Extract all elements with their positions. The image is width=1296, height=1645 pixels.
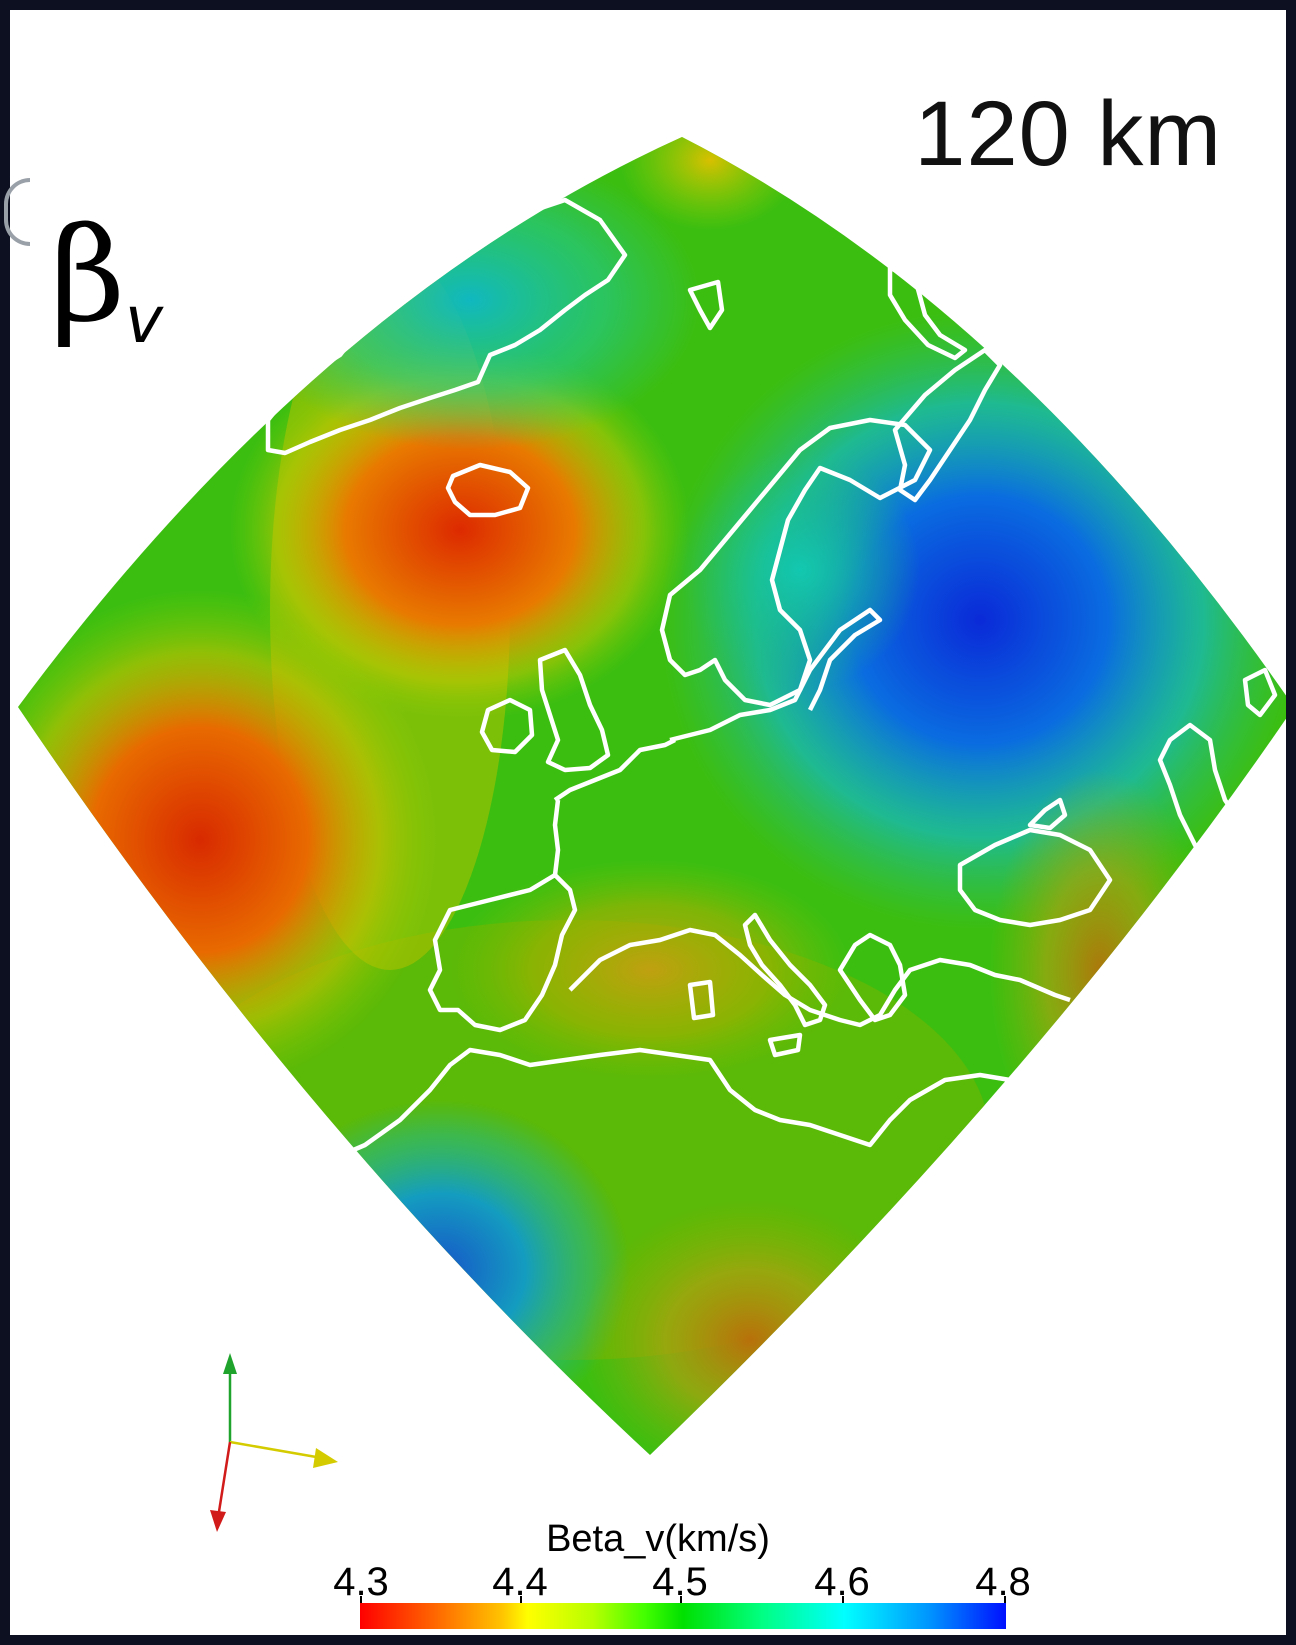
great-britain-outline [537,647,611,773]
sardinia-outline [687,979,716,1021]
black-sea-outline [957,827,1113,928]
orientation-axes [210,1353,338,1532]
down-axis-arrow-icon [210,1510,226,1532]
parameter-symbol: βv [50,210,163,353]
north-africa-coast-outline [298,1047,1076,1187]
colorbar-tick-mark [360,1596,362,1604]
depth-label: 120 km [914,83,1222,185]
aral-lake-outline [1242,667,1278,718]
kola-white-sea-outline [892,347,1003,503]
up-axis-arrow-icon [223,1353,237,1374]
ireland-outline [479,697,535,755]
down-axis-line [216,1441,232,1519]
red-sea-outline [1060,1128,1090,1167]
scandinavia-outline [659,417,933,708]
iceland-outline [445,462,531,518]
parameter-symbol-subscript: v [125,284,164,358]
azov-sea-outline [1027,797,1068,831]
coastlines [265,197,1278,1187]
figure-panel: 120 km βv Beta_v(km/s) 4.3 4.4 4.5 4.6 4… [4,10,1286,1635]
colorbar [360,1603,1006,1629]
right-axis-arrow-icon [313,1448,338,1468]
colorbar-tick-mark [680,1596,682,1604]
tomography-map [18,137,1286,1532]
baltic-coast-outline [669,607,883,743]
italy-outline [742,912,828,1028]
balkans-outline [837,932,908,1023]
velocity-field [18,137,1286,1455]
colorbar-tick: 4.8 [975,1560,1031,1604]
svalbard-outline [687,279,725,331]
colorbar-tick-mark [1004,1596,1006,1604]
colorbar-ticks: 4.3 4.4 4.5 4.6 4.8 [10,1560,1286,1604]
colorbar-tick-mark [520,1596,522,1604]
western-europe-coast-outline [553,737,677,802]
iberia-outline [427,872,578,1033]
greenland-outline [265,197,628,456]
colorbar-title: Beta_v(km/s) [546,1518,770,1560]
france-coast-outline [552,799,561,876]
sicily-outline [767,1032,803,1058]
mediterranean-north-outline [568,927,1071,1028]
novaya-zemlya-outline [887,265,968,361]
colorbar-tick-mark [842,1596,844,1604]
caspian-sea-outline [1157,722,1258,883]
eastern-med-coast-outline [1072,994,1088,1106]
parameter-symbol-main: β [50,199,126,351]
right-axis-line [229,1440,323,1460]
